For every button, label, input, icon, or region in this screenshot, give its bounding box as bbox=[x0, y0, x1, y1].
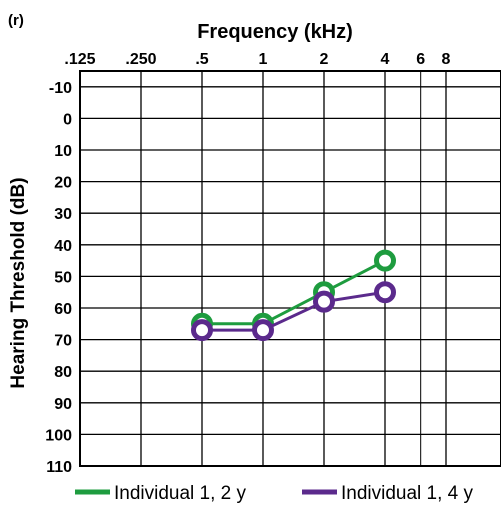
y-tick-label: 40 bbox=[54, 238, 72, 255]
series-1 bbox=[191, 249, 396, 335]
x-tick-label: 4 bbox=[381, 51, 390, 68]
plot-frame bbox=[79, 70, 501, 467]
series-line bbox=[202, 290, 386, 332]
x-tick-label: 6 bbox=[416, 51, 425, 68]
y-tick-label: 90 bbox=[54, 396, 72, 413]
x-axis-title: Frequency (kHz) bbox=[197, 21, 353, 43]
y-axis-title: Hearing Threshold (dB) bbox=[8, 177, 29, 388]
y-tick-label: 60 bbox=[54, 301, 72, 318]
legend: Individual 1, 2 y Individual 1, 4 y bbox=[75, 483, 474, 504]
data-point bbox=[252, 319, 274, 342]
data-point bbox=[374, 281, 396, 304]
series-2 bbox=[191, 281, 396, 342]
y-tick-label: 110 bbox=[46, 459, 72, 476]
x-tick-label: .125 bbox=[64, 51, 95, 68]
y-tick-label: 100 bbox=[45, 427, 72, 444]
legend-label: Individual 1, 4 y bbox=[341, 483, 474, 504]
y-tick-label: -10 bbox=[49, 80, 72, 97]
x-tick-label: .250 bbox=[125, 51, 156, 68]
legend-label: Individual 1, 2 y bbox=[114, 483, 247, 504]
x-tick-label: 1 bbox=[259, 51, 268, 68]
y-tick-label: 50 bbox=[54, 269, 72, 286]
x-tick-label: 8 bbox=[442, 51, 451, 68]
series-layer bbox=[191, 249, 396, 342]
x-tick-label: 2 bbox=[320, 51, 329, 68]
y-tick-label: 80 bbox=[54, 364, 72, 381]
series-line bbox=[202, 259, 386, 326]
panel-label: (r) bbox=[8, 12, 24, 29]
y-tick-label: 20 bbox=[54, 175, 72, 192]
grid bbox=[79, 70, 501, 467]
y-tick-label: 10 bbox=[54, 143, 72, 160]
data-point bbox=[191, 319, 213, 342]
y-tick-labels: -10 0 10 20 30 40 50 60 70 80 90 100 110 bbox=[45, 80, 72, 476]
data-point bbox=[374, 249, 396, 272]
y-tick-label: 30 bbox=[54, 206, 72, 223]
y-tick-label: 0 bbox=[63, 111, 72, 128]
y-tick-label: 70 bbox=[54, 333, 72, 350]
x-tick-labels: .125 .250 .5 1 2 4 6 8 bbox=[64, 51, 450, 68]
x-tick-label: .5 bbox=[195, 51, 208, 68]
data-point bbox=[313, 290, 335, 313]
